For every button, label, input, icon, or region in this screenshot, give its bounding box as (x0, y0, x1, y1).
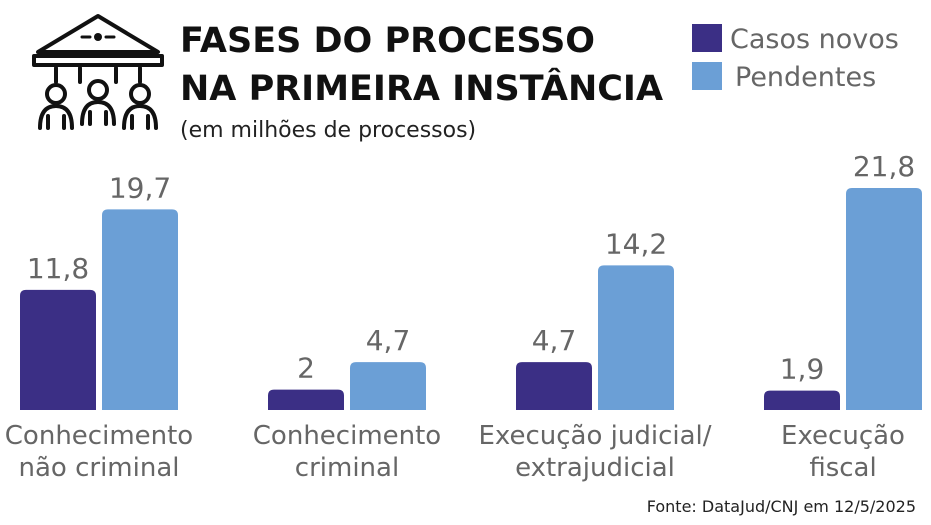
value-label-0-series-0: 11,8 (27, 252, 89, 285)
category-label-1-line-0: Conhecimento (253, 421, 441, 451)
category-label-3-line-0: Execução (781, 421, 905, 451)
value-label-3-series-0: 1,9 (780, 353, 825, 386)
bar-2-series-0 (516, 362, 592, 410)
bars (20, 188, 922, 410)
category-label-0-line-0: Conhecimento (5, 421, 193, 451)
legend-swatch-casos-novos (692, 24, 722, 52)
bar-3-series-1 (846, 188, 922, 410)
value-label-0-series-1: 19,7 (109, 171, 171, 204)
bar-1-series-0 (268, 389, 344, 410)
value-label-3-series-1: 21,8 (853, 150, 915, 183)
legend-label-casos-novos: Casos novos (730, 24, 899, 55)
value-label-2-series-1: 14,2 (605, 227, 667, 260)
bar-0-series-1 (102, 209, 178, 410)
bar-1-series-1 (350, 362, 426, 410)
category-label-0-line-1: não criminal (19, 453, 180, 483)
chart-subtitle: (em milhões de processos) (180, 118, 476, 143)
chart-title-line-1: FASES DO PROCESSO (180, 21, 595, 61)
source-note: Fonte: DataJud/CNJ em 12/5/2025 (647, 497, 916, 516)
category-label-3-line-1: fiscal (809, 453, 876, 483)
value-label-1-series-0: 2 (297, 352, 315, 385)
courthouse-people-icon (32, 14, 164, 130)
bar-0-series-0 (20, 289, 96, 410)
category-label-2-line-0: Execução judicial/ (478, 421, 711, 451)
legend-label-pendentes: Pendentes (735, 62, 876, 93)
category-label-1-line-1: criminal (295, 453, 399, 483)
bar-2-series-1 (598, 265, 674, 410)
bar-3-series-0 (764, 390, 840, 410)
legend: Casos novos Pendentes (692, 24, 899, 93)
value-label-2-series-0: 4,7 (532, 324, 577, 357)
chart-title-line-2: NA PRIMEIRA INSTÂNCIA (180, 67, 663, 109)
value-label-1-series-1: 4,7 (366, 324, 411, 357)
legend-swatch-pendentes (692, 62, 722, 90)
category-label-2-line-1: extrajudicial (515, 453, 675, 483)
value-labels: 11,8 19,7 2 4,7 4,7 14,2 1,9 21,8 (27, 150, 915, 386)
